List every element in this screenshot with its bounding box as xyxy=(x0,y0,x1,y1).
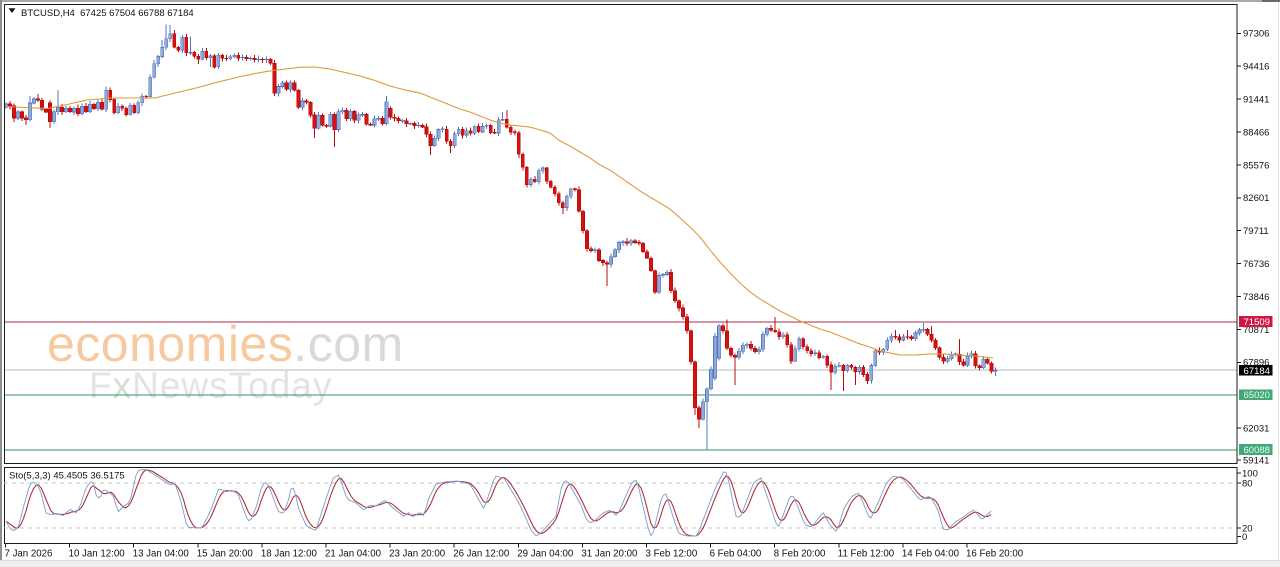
svg-text:73846: 73846 xyxy=(1243,292,1269,303)
svg-text:10 Jan 12:00: 10 Jan 12:00 xyxy=(69,549,126,560)
svg-text:7 Jan 2026: 7 Jan 2026 xyxy=(5,549,53,560)
svg-text:65020: 65020 xyxy=(1244,390,1270,401)
svg-text:80: 80 xyxy=(1242,479,1253,490)
svg-text:82601: 82601 xyxy=(1243,193,1269,204)
svg-text:91441: 91441 xyxy=(1243,95,1269,106)
svg-text:71509: 71509 xyxy=(1244,317,1270,328)
svg-text:13 Jan 04:00: 13 Jan 04:00 xyxy=(133,549,190,560)
svg-text:67896: 67896 xyxy=(1243,358,1269,369)
svg-text:14 Feb 04:00: 14 Feb 04:00 xyxy=(902,549,960,560)
svg-text:23 Jan 20:00: 23 Jan 20:00 xyxy=(389,549,446,560)
svg-text:BTCUSD,H4 67425 67504 66788 6: BTCUSD,H4 67425 67504 66788 67184 xyxy=(21,8,194,19)
svg-text:70871: 70871 xyxy=(1243,325,1269,336)
svg-text:85576: 85576 xyxy=(1243,160,1269,171)
svg-text:18 Jan 12:00: 18 Jan 12:00 xyxy=(261,549,318,560)
svg-text:94416: 94416 xyxy=(1243,62,1269,73)
svg-text:26 Jan 12:00: 26 Jan 12:00 xyxy=(453,549,510,560)
svg-text:97306: 97306 xyxy=(1243,29,1269,40)
svg-text:100: 100 xyxy=(1242,468,1258,479)
svg-text:88466: 88466 xyxy=(1243,127,1269,138)
svg-text:59141: 59141 xyxy=(1243,456,1269,467)
svg-text:67184: 67184 xyxy=(1244,366,1270,377)
svg-text:Sto(5,3,3) 45.4505 36.5175: Sto(5,3,3) 45.4505 36.5175 xyxy=(9,471,125,482)
svg-text:6 Feb 04:00: 6 Feb 04:00 xyxy=(710,549,762,560)
svg-text:29 Jan 04:00: 29 Jan 04:00 xyxy=(517,549,574,560)
svg-text:3 Feb 12:00: 3 Feb 12:00 xyxy=(646,549,698,560)
svg-text:60088: 60088 xyxy=(1244,445,1270,456)
svg-text:8 Feb 20:00: 8 Feb 20:00 xyxy=(774,549,826,560)
svg-text:11 Feb 12:00: 11 Feb 12:00 xyxy=(838,549,895,560)
svg-text:76736: 76736 xyxy=(1243,259,1269,270)
svg-text:20: 20 xyxy=(1242,524,1253,535)
svg-text:0: 0 xyxy=(1242,532,1247,543)
svg-text:15 Jan 20:00: 15 Jan 20:00 xyxy=(197,549,254,560)
svg-text:economies.com: economies.com xyxy=(47,316,404,372)
svg-text:21 Jan 04:00: 21 Jan 04:00 xyxy=(325,549,382,560)
svg-text:FxNewsToday: FxNewsToday xyxy=(89,365,332,406)
svg-text:79711: 79711 xyxy=(1243,226,1269,237)
svg-text:62031: 62031 xyxy=(1243,424,1269,435)
svg-text:16 Feb 20:00: 16 Feb 20:00 xyxy=(966,549,1024,560)
svg-text:31 Jan 20:00: 31 Jan 20:00 xyxy=(581,549,638,560)
